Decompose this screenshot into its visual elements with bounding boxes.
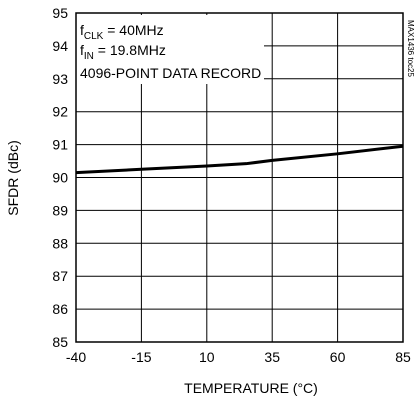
annotation-line-1-sub: CLK	[84, 31, 104, 42]
y-tick-label: 93	[52, 71, 68, 87]
annotation-line-1: fCLK = 40MHz	[80, 22, 164, 42]
annotation-line-2-rest: = 19.8MHz	[94, 42, 166, 58]
x-axis-label: TEMPERATURE (°C)	[184, 380, 318, 396]
y-tick-label: 88	[52, 235, 68, 251]
y-axis-label: SFDR (dBc)	[5, 140, 21, 215]
side-label: MAX1436 toc25	[406, 20, 415, 77]
y-tick-label: 95	[52, 5, 68, 21]
x-tick-label: -40	[66, 349, 86, 365]
y-tick-label: 90	[52, 170, 68, 186]
x-tick-label: 35	[264, 349, 280, 365]
series	[75, 144, 404, 175]
x-tick-label: 60	[330, 349, 346, 365]
y-tick-label: 85	[52, 334, 68, 350]
y-tick-label: 87	[52, 268, 68, 284]
annotation-line-2-sub: IN	[84, 51, 94, 62]
annotation-line-1-rest: = 40MHz	[103, 22, 163, 38]
y-tick-label: 94	[52, 38, 68, 54]
series-line	[75, 144, 404, 175]
y-tick-label: 89	[52, 202, 68, 218]
x-tick-label: 85	[395, 349, 411, 365]
annotation-line-1-main: f	[80, 22, 84, 38]
annotation-line-3: 4096-POINT DATA RECORD	[80, 65, 261, 81]
annotation-line-2: fIN = 19.8MHz	[80, 42, 166, 62]
plot-frame	[75, 12, 404, 343]
annotation-box	[76, 15, 264, 84]
x-tick-label: -15	[131, 349, 151, 365]
y-tick-label: 91	[52, 137, 68, 153]
y-tick-label: 86	[52, 301, 68, 317]
x-tick-label: 10	[199, 349, 215, 365]
x-tick-labels: -40 -15 10 35 60 85	[66, 349, 411, 365]
y-tick-label: 92	[52, 104, 68, 120]
annotation-line-2-main: f	[80, 42, 84, 58]
y-tick-labels: 85 86 87 88 89 90 91 92 93 94 95	[52, 5, 68, 350]
